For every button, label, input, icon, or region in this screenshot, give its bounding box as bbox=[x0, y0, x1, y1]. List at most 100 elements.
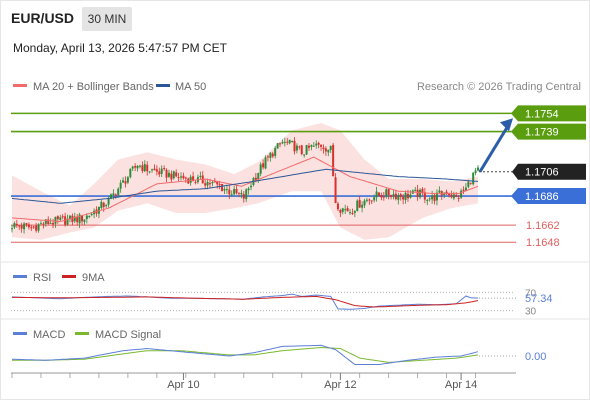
candle-body bbox=[124, 181, 127, 184]
candle-body bbox=[455, 194, 458, 197]
candle-body bbox=[221, 183, 224, 192]
candle-body bbox=[119, 182, 122, 189]
candle-body bbox=[240, 192, 243, 195]
candle-body bbox=[85, 215, 88, 219]
candle-body bbox=[368, 199, 371, 201]
candle-body bbox=[25, 223, 28, 225]
timeframe-badge[interactable]: 30 MIN bbox=[82, 7, 132, 31]
candle-body bbox=[206, 181, 209, 186]
candle-body bbox=[242, 194, 245, 199]
candle-body bbox=[421, 188, 424, 193]
candle-body bbox=[109, 194, 112, 199]
last-price-tag bbox=[512, 163, 586, 180]
candle-body bbox=[61, 216, 64, 218]
candle-body bbox=[148, 171, 151, 173]
candle-body bbox=[351, 212, 354, 214]
rsi-tick-label: 30 bbox=[525, 307, 537, 318]
time-axis-label: Apr 10 bbox=[167, 379, 199, 391]
candle-body bbox=[225, 189, 228, 191]
candle-body bbox=[380, 195, 383, 198]
candle-body bbox=[66, 218, 69, 225]
candle-body bbox=[237, 192, 240, 194]
candle-body bbox=[90, 213, 93, 215]
candle-body bbox=[32, 226, 35, 228]
candle-body bbox=[361, 204, 364, 208]
candle-body bbox=[365, 199, 368, 201]
candle-body bbox=[254, 177, 257, 180]
candle-body bbox=[295, 145, 298, 151]
macd-last-label: 0.00 bbox=[525, 351, 546, 363]
candle-body bbox=[194, 181, 197, 183]
candle-body bbox=[279, 143, 282, 145]
candle-body bbox=[114, 194, 117, 196]
candle-body bbox=[264, 157, 267, 169]
candle-body bbox=[105, 205, 108, 207]
legend-label-ma20: MA 20 + Bollinger Bands bbox=[33, 81, 154, 93]
candle-body bbox=[281, 142, 284, 144]
candle-body bbox=[138, 165, 141, 167]
candle-body bbox=[373, 197, 376, 201]
candle-body bbox=[426, 199, 429, 201]
last-price-label: 1.1706 bbox=[525, 167, 559, 179]
candle-body bbox=[474, 170, 477, 174]
candle-body bbox=[414, 189, 417, 192]
candle-body bbox=[269, 152, 272, 158]
forecast-arrow-shaft bbox=[478, 123, 511, 173]
support-label: 1.1648 bbox=[526, 237, 560, 249]
candle-body bbox=[397, 195, 400, 200]
candle-body bbox=[158, 171, 161, 175]
legend-swatch-macd-signal bbox=[75, 332, 89, 335]
candle-body bbox=[423, 192, 426, 200]
candle-body bbox=[59, 217, 62, 220]
candle-body bbox=[134, 165, 137, 168]
candle-body bbox=[353, 210, 356, 213]
chart-datetime: Monday, April 13, 2026 5:47:57 PM CET bbox=[13, 41, 227, 55]
ma20-line bbox=[11, 156, 479, 223]
candle-body bbox=[100, 201, 103, 209]
candle-body bbox=[452, 194, 455, 199]
legend-swatch-rsi-ma bbox=[62, 275, 76, 278]
candle-body bbox=[160, 168, 163, 174]
candle-body bbox=[208, 183, 211, 185]
macd-line bbox=[11, 344, 479, 365]
candle-body bbox=[349, 212, 352, 214]
candle-body bbox=[218, 184, 221, 186]
candle-body bbox=[385, 189, 388, 197]
candle-body bbox=[131, 166, 134, 169]
support-label: 1.1662 bbox=[526, 220, 560, 232]
candle-body bbox=[310, 145, 313, 147]
candle-body bbox=[182, 175, 185, 179]
candle-body bbox=[356, 200, 359, 211]
forecast-arrow-head bbox=[500, 118, 513, 132]
candle-body bbox=[245, 189, 248, 200]
candle-body bbox=[262, 163, 265, 168]
candle-body bbox=[334, 177, 337, 203]
candle-body bbox=[228, 189, 231, 195]
candle-body bbox=[247, 188, 250, 191]
candle-body bbox=[141, 165, 144, 171]
candle-body bbox=[192, 176, 195, 182]
candle-body bbox=[170, 173, 173, 180]
candle-body bbox=[399, 194, 402, 197]
candle-body bbox=[358, 199, 361, 208]
candle-body bbox=[382, 196, 385, 198]
candle-body bbox=[20, 225, 23, 229]
candle-body bbox=[336, 203, 339, 210]
candle-body bbox=[445, 191, 448, 194]
candle-body bbox=[167, 172, 170, 177]
candle-body bbox=[307, 145, 310, 148]
candle-body bbox=[344, 209, 347, 211]
pivot-label: 1.1686 bbox=[525, 191, 559, 203]
candle-body bbox=[327, 149, 330, 153]
candle-body bbox=[387, 189, 390, 196]
candle-body bbox=[68, 215, 71, 220]
candle-body bbox=[78, 214, 81, 224]
candle-body bbox=[329, 146, 332, 151]
candle-body bbox=[117, 188, 120, 196]
candle-body bbox=[339, 210, 342, 213]
candle-body bbox=[404, 192, 407, 200]
candle-body bbox=[363, 200, 366, 206]
candle-body bbox=[431, 195, 434, 200]
candle-body bbox=[394, 193, 397, 200]
candle-body bbox=[450, 194, 453, 198]
